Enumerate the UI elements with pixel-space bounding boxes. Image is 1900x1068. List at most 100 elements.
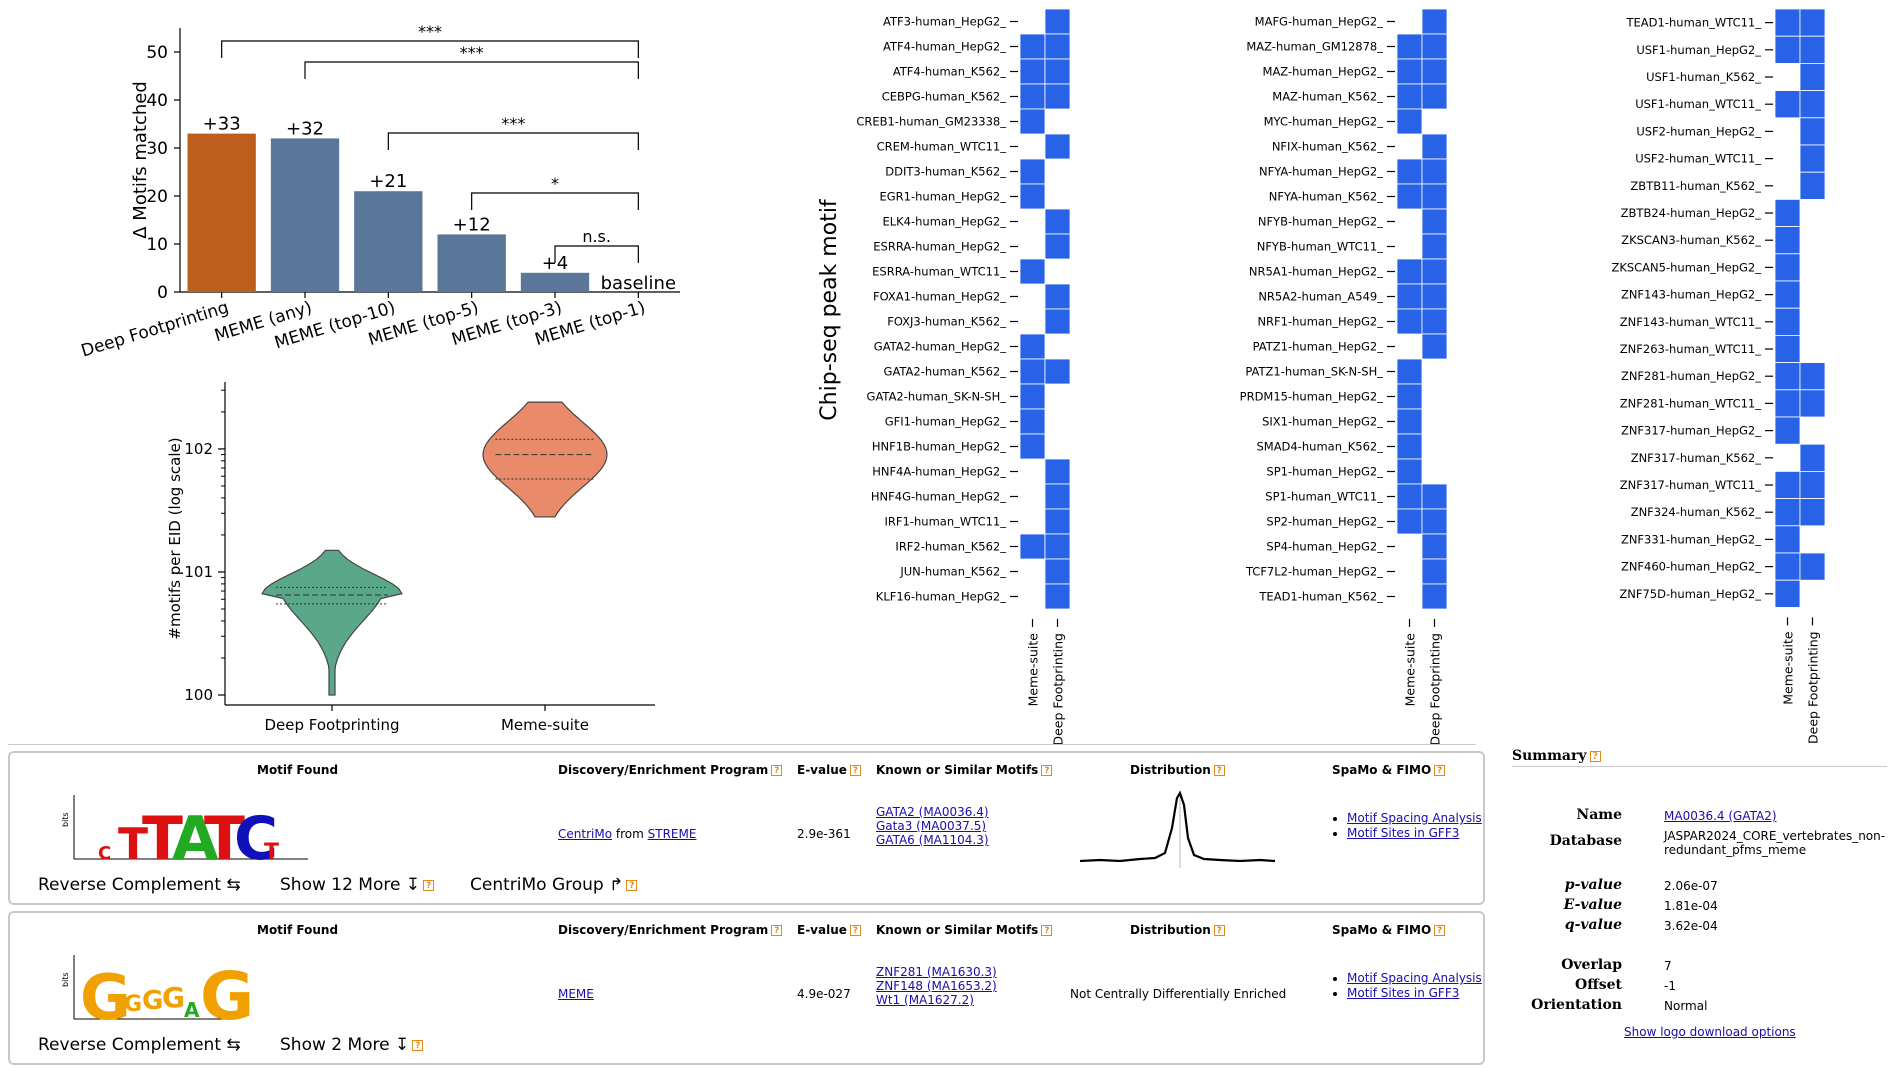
heatmap-cell-deep xyxy=(1421,33,1448,60)
heatmap-row-label: HNF1B-human_HepG2_ xyxy=(872,440,1006,454)
reverse-complement-button[interactable]: Reverse Complement ⇆ xyxy=(38,1035,241,1055)
evalue-cell: 4.9e-027 xyxy=(797,987,851,1001)
heatmap-cell-meme xyxy=(1019,358,1046,385)
logo-letter: G xyxy=(162,981,185,1014)
heatmap-row-label: ZNF281-human_WTC11_ xyxy=(1620,396,1761,410)
known-motif-link[interactable]: Wt1 (MA1627.2) xyxy=(876,993,974,1007)
heatmap-cell-deep xyxy=(1044,83,1071,110)
help-icon[interactable]: ? xyxy=(771,925,783,936)
heatmap-cell-deep xyxy=(1799,498,1826,527)
help-icon[interactable]: ? xyxy=(1434,765,1446,776)
motif-sites-link[interactable]: Motif Sites in GFF3 xyxy=(1347,986,1460,1000)
known-motif-link[interactable]: ZNF148 (MA1653.2) xyxy=(876,979,997,993)
heatmap-cell-meme xyxy=(1774,198,1801,227)
logo-letter: G xyxy=(142,986,163,1016)
heatmap-cell-deep xyxy=(1044,233,1071,260)
logo-letter: G xyxy=(80,961,131,1027)
known-motif-link[interactable]: Gata3 (MA0037.5) xyxy=(876,819,987,833)
logo-letter: T xyxy=(204,804,245,867)
heatmap-cell-deep xyxy=(1421,58,1448,85)
heatmap-cell-meme xyxy=(1396,458,1423,485)
y-tick-label: 40 xyxy=(146,91,168,111)
centrimo-group-button[interactable]: CentriMo Group ↱? xyxy=(470,875,638,895)
heatmap-cell-meme xyxy=(1774,498,1801,527)
reverse-complement-button[interactable]: Reverse Complement ⇆ xyxy=(38,875,241,895)
y-tick-label: 101 xyxy=(184,563,213,581)
known-motif-link[interactable]: GATA6 (MA1104.3) xyxy=(876,833,989,847)
logo-download-link[interactable]: Show logo download options xyxy=(1624,1025,1796,1039)
significance-bracket xyxy=(387,132,639,150)
show-more-button[interactable]: Show 12 More ↧? xyxy=(280,875,435,895)
known-motif-link[interactable]: ZNF281 (MA1630.3) xyxy=(876,965,997,979)
meme-link[interactable]: MEME xyxy=(558,987,594,1001)
summary-panel: Summary? Name MA0036.4 (GATA2) Database … xyxy=(1512,748,1887,1057)
motif-sites-link[interactable]: Motif Sites in GFF3 xyxy=(1347,826,1460,840)
logo-ylabel: bits xyxy=(61,972,70,987)
help-icon[interactable]: ? xyxy=(626,879,638,891)
heatmap-row-label: NFIX-human_K562_ xyxy=(1272,140,1383,154)
help-icon[interactable]: ? xyxy=(1213,925,1225,936)
offset-label: Offset xyxy=(1575,977,1622,993)
heatmap-row-label: HNF4G-human_HepG2_ xyxy=(871,490,1006,504)
heatmap-cell-meme xyxy=(1396,108,1423,135)
heatmap-cell-deep xyxy=(1044,483,1071,510)
heatmap-cell-meme xyxy=(1396,33,1423,60)
section-divider xyxy=(8,744,1476,745)
bar-chart: 0 10 20 30 40 50 Δ Motifs matched +33 Deep Footp… xyxy=(79,22,680,362)
heatmap-cell-meme xyxy=(1774,389,1801,418)
help-icon[interactable]: ? xyxy=(412,1039,424,1051)
heatmap-cell-meme xyxy=(1396,83,1423,110)
evalue-cell: 2.9e-361 xyxy=(797,827,851,841)
heatmap-row-label: TEAD1-human_K562_ xyxy=(1258,590,1383,604)
heatmap-cell-deep xyxy=(1044,133,1071,160)
heatmap-cell-meme xyxy=(1774,334,1801,363)
heatmap-row-label: ELK4-human_HepG2_ xyxy=(882,215,1006,229)
show-more-button[interactable]: Show 2 More ↧? xyxy=(280,1035,424,1055)
heatmap-row-label: ZBTB11-human_K562_ xyxy=(1630,179,1761,193)
help-icon[interactable]: ? xyxy=(1589,750,1601,762)
y-tick-label: 20 xyxy=(146,187,168,207)
significance-bracket xyxy=(304,61,639,79)
header-program: Discovery/Enrichment Program? xyxy=(558,923,783,937)
significance-bracket xyxy=(221,40,639,58)
help-icon[interactable]: ? xyxy=(849,925,861,936)
bar-value-label: +12 xyxy=(453,214,491,235)
motif-spacing-link[interactable]: Motif Spacing Analysis xyxy=(1347,811,1482,825)
help-icon[interactable]: ? xyxy=(1213,765,1225,776)
heatmap-row-label: ZNF143-human_HepG2_ xyxy=(1621,288,1761,302)
heatmap-row-label: TCF7L2-human_HepG2_ xyxy=(1245,565,1383,579)
help-icon[interactable]: ? xyxy=(1434,925,1446,936)
help-icon[interactable]: ? xyxy=(1041,765,1053,776)
heatmap-cell-deep xyxy=(1044,208,1071,235)
heatmap-cell-deep xyxy=(1799,144,1826,173)
heatmap-row-label: USF2-human_HepG2_ xyxy=(1636,124,1761,138)
help-icon[interactable]: ? xyxy=(849,765,861,776)
help-icon[interactable]: ? xyxy=(1041,925,1053,936)
known-motif-link[interactable]: GATA2 (MA0036.4) xyxy=(876,805,989,819)
heatmap-cell-meme xyxy=(1019,158,1046,185)
heatmap-ylabel: Chip-seq peak motif xyxy=(817,198,842,421)
heatmap-row-label: FOXA1-human_HepG2_ xyxy=(873,290,1006,304)
qvalue-value: 3.62e-04 xyxy=(1664,919,1718,933)
heatmap-cell-deep xyxy=(1421,558,1448,585)
heatmap-row-label: NR5A1-human_HepG2_ xyxy=(1249,265,1383,279)
help-icon[interactable]: ? xyxy=(771,765,783,776)
heatmap-row-label: GATA2-human_SK-N-SH_ xyxy=(867,390,1007,404)
heatmap-cell-deep xyxy=(1044,308,1071,335)
help-icon[interactable]: ? xyxy=(423,879,435,891)
heatmap-cell-deep xyxy=(1421,308,1448,335)
spamo-links: Motif Spacing Analysis Motif Sites in GF… xyxy=(1332,811,1482,841)
name-value-link[interactable]: MA0036.4 (GATA2) xyxy=(1664,809,1777,823)
motif-spacing-link[interactable]: Motif Spacing Analysis xyxy=(1347,971,1482,985)
heatmap-row-label: ZNF317-human_K562_ xyxy=(1631,451,1762,465)
streme-link[interactable]: STREME xyxy=(647,827,697,841)
centrimo-link[interactable]: CentriMo xyxy=(558,827,613,841)
heatmap-row-label: ZNF143-human_WTC11_ xyxy=(1620,315,1761,329)
significance-bracket xyxy=(471,192,639,210)
heatmap-row-label: ZNF263-human_WTC11_ xyxy=(1620,342,1761,356)
heatmap-row-label: SP4-human_HepG2_ xyxy=(1266,540,1383,554)
heatmap-cell-meme xyxy=(1396,408,1423,435)
y-tick-label: 100 xyxy=(184,686,213,704)
significance-label: *** xyxy=(501,114,525,133)
heatmap-row-label: PATZ1-human_HepG2_ xyxy=(1253,340,1384,354)
